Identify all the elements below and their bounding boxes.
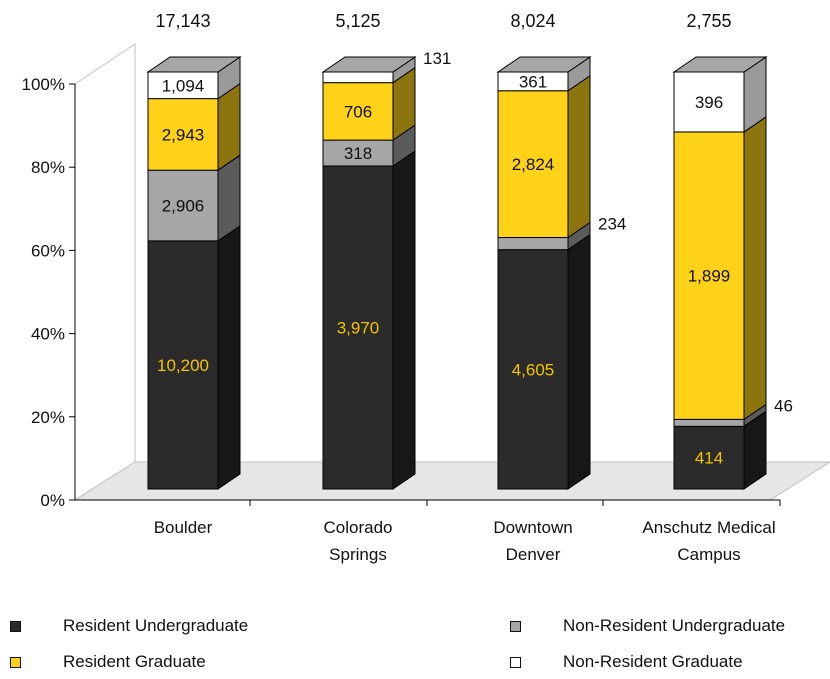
y-tick-label: 20% — [31, 408, 65, 427]
y-tick-label: 80% — [31, 158, 65, 177]
data-label: 361 — [519, 72, 547, 91]
side-wall — [74, 43, 136, 501]
bar-segment — [497, 90, 569, 239]
legend-label: Non-Resident Undergraduate — [563, 616, 786, 635]
data-label: 46 — [774, 396, 793, 415]
bar-segment-side — [567, 74, 591, 239]
data-label: 1,899 — [688, 267, 731, 286]
total-label: 17,143 — [155, 11, 210, 31]
data-label: 318 — [344, 144, 372, 163]
data-label: 414 — [695, 449, 723, 468]
bar-segment-side — [743, 115, 767, 421]
bar-segment-side — [392, 150, 416, 490]
y-tick-label: 40% — [31, 325, 65, 344]
data-label: 3,970 — [337, 318, 380, 337]
y-tick-label: 60% — [31, 241, 65, 260]
x-tick-label: Campus — [677, 545, 740, 564]
bar-top — [496, 56, 592, 73]
x-tick-label: Anschutz Medical — [642, 518, 775, 537]
data-label: 4,605 — [512, 360, 555, 379]
bar-segment — [322, 82, 394, 141]
legend-swatch — [510, 620, 521, 632]
data-label: 234 — [598, 215, 626, 234]
bar-segment — [322, 71, 394, 84]
legend-swatch — [10, 620, 21, 632]
y-tick-label: 100% — [22, 75, 65, 94]
bar-segment — [147, 240, 219, 490]
x-tick-label: Boulder — [154, 518, 213, 537]
bar-top — [146, 56, 242, 73]
bar-segment — [673, 131, 745, 420]
stacked-bar-chart: 0% 20% 40% 60% 80% 100% 10,200 2,906 2,943 1,094 1… — [22, 11, 830, 564]
bar-segment — [497, 249, 569, 490]
legend-item-non-resident-undergraduate: Non-Resident Undergraduate — [510, 616, 785, 636]
bar-segment-side — [217, 224, 241, 490]
total-label: 8,024 — [510, 11, 555, 31]
bar-segment — [147, 169, 219, 242]
bar-segment — [497, 237, 569, 251]
chart-legend: Resident Undergraduate Resident Graduate… — [0, 612, 830, 679]
bar-segment — [673, 418, 745, 427]
data-label: 706 — [344, 102, 372, 121]
y-tick-label: 0% — [40, 491, 65, 510]
x-tick-label: Colorado — [324, 518, 393, 537]
data-label: 2,906 — [162, 197, 205, 216]
total-label: 2,755 — [686, 11, 731, 31]
data-label: 2,824 — [512, 155, 555, 174]
total-label: 5,125 — [335, 11, 380, 31]
data-label: 396 — [695, 93, 723, 112]
x-tick-label: Downtown — [493, 518, 572, 537]
legend-label: Non-Resident Graduate — [563, 652, 743, 671]
bar-top — [321, 56, 417, 73]
bar-segment-side — [567, 233, 591, 490]
legend-item-non-resident-graduate: Non-Resident Graduate — [510, 652, 743, 672]
legend-label: Resident Undergraduate — [63, 616, 249, 635]
x-tick-label: Denver — [506, 545, 561, 564]
data-label: 2,943 — [162, 125, 205, 144]
bar-top — [672, 56, 768, 73]
legend-item-resident-undergraduate: Resident Undergraduate — [10, 616, 248, 636]
bar-segment — [322, 139, 394, 167]
legend-item-resident-graduate: Resident Graduate — [10, 652, 206, 672]
data-label: 10,200 — [157, 356, 209, 375]
data-label: 131 — [423, 49, 451, 68]
legend-swatch — [510, 656, 521, 668]
data-label: 1,094 — [162, 76, 205, 95]
x-tick-label: Springs — [329, 545, 387, 564]
legend-swatch — [10, 656, 21, 668]
legend-label: Resident Graduate — [63, 652, 206, 671]
